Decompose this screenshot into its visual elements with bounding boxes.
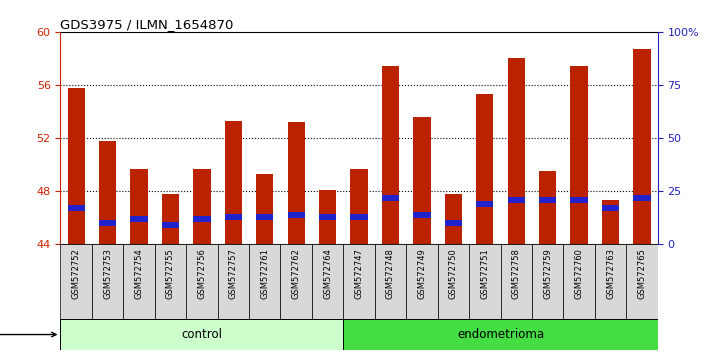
Text: endometrioma: endometrioma [457,328,544,341]
Bar [92,244,123,319]
Bar [444,220,462,226]
Bar [319,190,336,244]
Bar [99,141,116,244]
Bar [476,201,493,207]
Text: GSM572754: GSM572754 [134,248,144,299]
Bar [68,205,85,211]
Text: GSM572752: GSM572752 [72,248,80,299]
Bar [123,244,155,319]
Bar [539,171,556,244]
Bar [193,216,210,222]
Text: GSM572762: GSM572762 [292,248,301,299]
Bar [225,121,242,244]
Bar [186,244,218,319]
Bar [634,49,651,244]
Bar [68,88,85,244]
Bar [130,169,148,244]
Bar [60,244,92,319]
Bar [382,195,399,200]
Text: GSM572757: GSM572757 [229,248,237,299]
Bar [343,319,658,350]
Bar [602,205,619,211]
Bar [155,244,186,319]
Bar [225,214,242,219]
Bar [476,94,493,244]
Bar [256,214,274,219]
Bar [382,67,399,244]
Bar [413,117,431,244]
Bar [60,319,343,350]
Bar [570,197,588,202]
Text: GSM572759: GSM572759 [543,248,552,299]
Bar [634,195,651,200]
Bar [508,58,525,244]
Bar [249,244,280,319]
Bar [413,212,431,217]
Bar [444,194,462,244]
Text: GSM572751: GSM572751 [481,248,489,299]
Bar [351,169,368,244]
Bar [501,244,532,319]
Bar [602,200,619,244]
Text: control: control [181,328,223,341]
Bar [287,212,305,217]
Bar [570,67,588,244]
Bar [287,122,305,244]
Bar [162,194,179,244]
Text: GSM572761: GSM572761 [260,248,269,299]
Bar [438,244,469,319]
Bar [375,244,406,319]
Bar [256,174,274,244]
Bar [162,222,179,228]
Bar [406,244,438,319]
Bar [280,244,312,319]
Text: GSM572753: GSM572753 [103,248,112,299]
Text: GSM572756: GSM572756 [198,248,206,299]
Bar [312,244,343,319]
Bar [351,214,368,219]
Text: disease state: disease state [0,330,56,339]
Bar [319,214,336,219]
Bar [130,216,148,222]
Text: GSM572748: GSM572748 [386,248,395,299]
Bar [218,244,249,319]
Text: GDS3975 / ILMN_1654870: GDS3975 / ILMN_1654870 [60,18,234,31]
Bar [563,244,595,319]
Text: GSM572765: GSM572765 [638,248,646,299]
Bar [532,244,563,319]
Bar [193,169,210,244]
Bar [343,244,375,319]
Text: GSM572764: GSM572764 [323,248,332,299]
Text: GSM572747: GSM572747 [355,248,363,299]
Text: GSM572750: GSM572750 [449,248,458,299]
Bar [508,197,525,202]
Text: GSM572760: GSM572760 [574,248,584,299]
Bar [595,244,626,319]
Text: GSM572755: GSM572755 [166,248,175,299]
Bar [99,220,116,226]
Bar [626,244,658,319]
Text: GSM572758: GSM572758 [512,248,520,299]
Text: GSM572763: GSM572763 [606,248,615,299]
Text: GSM572749: GSM572749 [417,248,427,299]
Bar [539,197,556,202]
Bar [469,244,501,319]
